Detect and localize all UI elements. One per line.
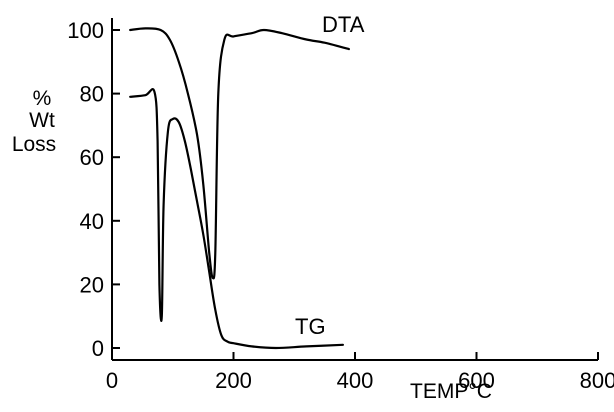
series-label-dta: DTA xyxy=(322,12,365,37)
x-axis-label: TEMP°C xyxy=(410,380,492,403)
y-tick-label-0: 0 xyxy=(92,336,104,361)
y-axis-label-line-3: Loss xyxy=(12,133,56,156)
ticks: 0 200 400 600 800 0 20 40 60 80 100 xyxy=(67,18,614,393)
axes xyxy=(111,18,598,361)
y-tick-label-20: 20 xyxy=(80,272,104,297)
x-tick-label-600: 600 xyxy=(458,368,495,393)
y-axis-label-line-2: Wt xyxy=(29,109,55,132)
series-line-dta xyxy=(129,27,350,280)
series-line-tg xyxy=(129,88,344,350)
y-tick-label-80: 80 xyxy=(80,82,104,107)
series-layer xyxy=(129,27,350,350)
y-axis-label-line-1: % xyxy=(33,87,52,110)
y-tick-label-40: 40 xyxy=(80,209,104,234)
x-tick-label-400: 400 xyxy=(337,368,374,393)
x-tick-label-800: 800 xyxy=(580,368,614,393)
y-tick-label-60: 60 xyxy=(80,145,104,170)
x-tick-label-0: 0 xyxy=(106,368,118,393)
series-label-tg: TG xyxy=(295,314,326,339)
x-tick-label-200: 200 xyxy=(215,368,252,393)
y-tick-label-100: 100 xyxy=(67,18,104,43)
